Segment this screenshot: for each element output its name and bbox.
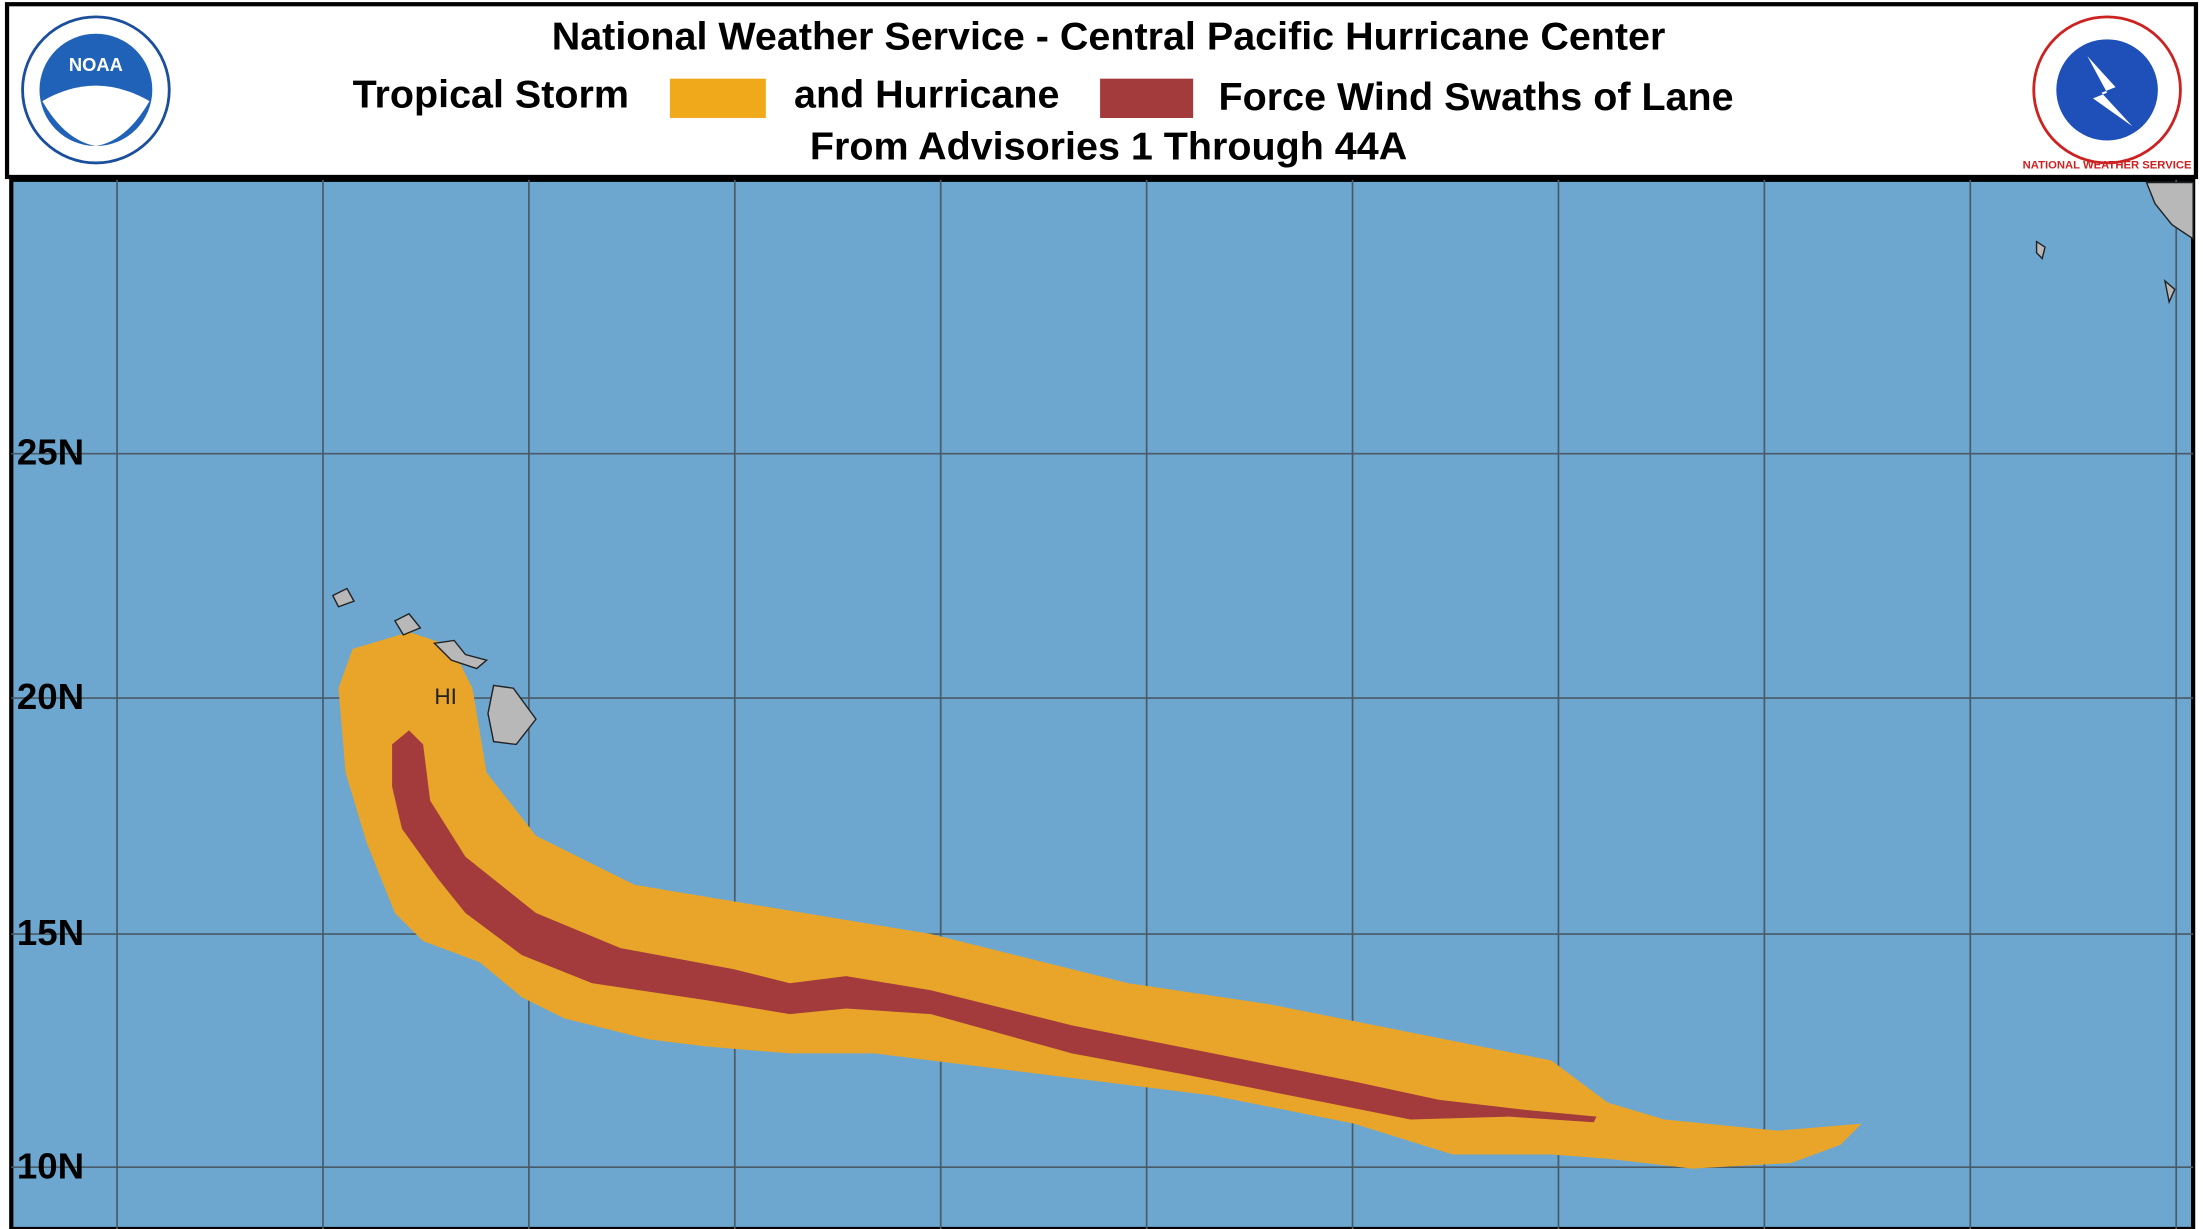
legend-label: and Hurricane [794, 72, 1059, 116]
nws-logo: NATIONAL WEATHER SERVICE [2023, 15, 2192, 172]
noaa-logo-text: NOAA [69, 54, 123, 75]
legend-swatch [669, 78, 766, 118]
latitude-label: 25N [17, 432, 84, 473]
legend-label: Tropical Storm [353, 72, 629, 116]
tropical-storm-swath [338, 632, 1862, 1169]
noaa-logo: NOAA [21, 15, 171, 165]
latitude-label: 20N [17, 676, 84, 717]
latitude-label: 10N [17, 1145, 84, 1186]
legend-swatch [1100, 78, 1194, 118]
title: National Weather Service - Central Pacif… [552, 15, 1666, 59]
subtitle: From Advisories 1 Through 44A [810, 124, 1407, 168]
nws-logo-text: NATIONAL WEATHER SERVICE [2023, 160, 2192, 172]
latitude-label: 15N [17, 912, 84, 953]
islands [331, 181, 2194, 746]
state-label: HI [434, 684, 457, 709]
legend-label: Force Wind Swaths of Lane [1219, 75, 1734, 119]
